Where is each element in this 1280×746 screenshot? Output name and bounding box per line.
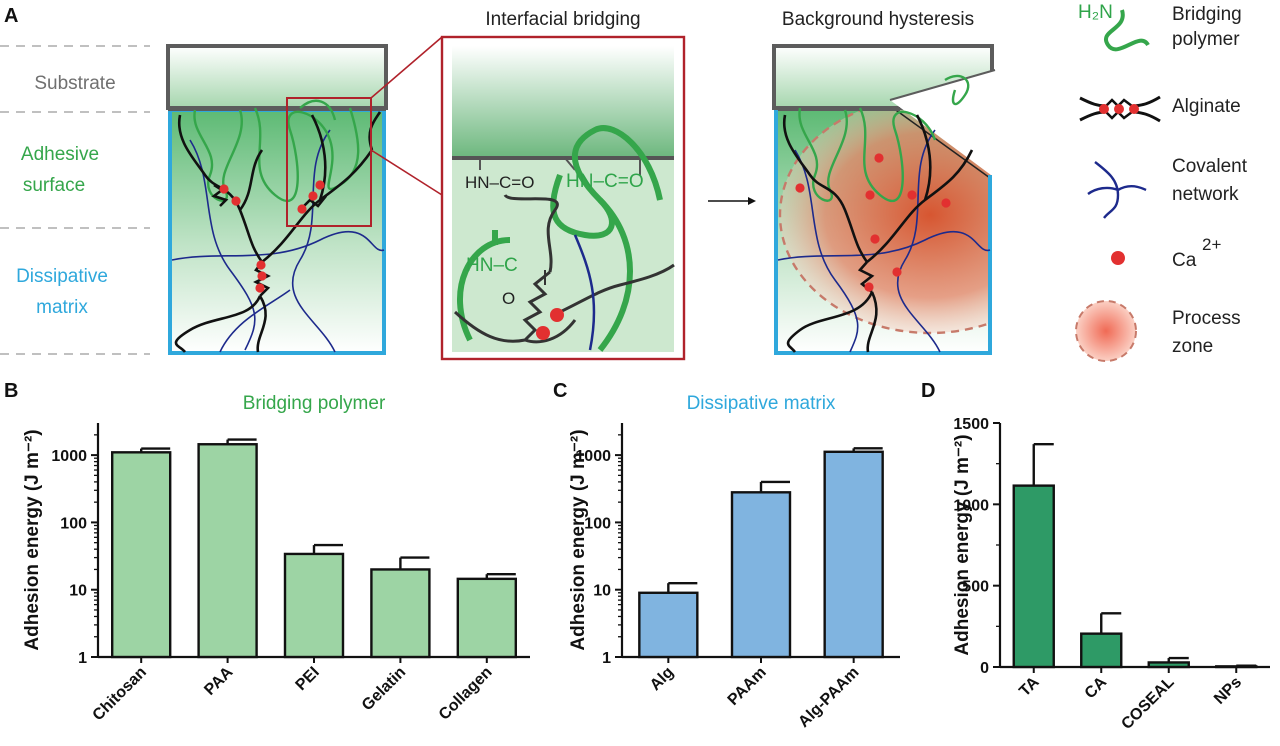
arrow-to-hysteresis bbox=[708, 197, 756, 205]
y-tick-label: 1 bbox=[602, 650, 611, 667]
bar bbox=[1147, 661, 1190, 669]
bar bbox=[1215, 665, 1258, 669]
bar bbox=[823, 450, 884, 659]
bar bbox=[1012, 484, 1055, 669]
chart-title: Dissipative matrix bbox=[687, 393, 836, 414]
y-tick-label: 1000 bbox=[575, 448, 611, 465]
layer-separators bbox=[0, 45, 150, 355]
schematic-right bbox=[772, 44, 996, 355]
category-label: COSEAL bbox=[1118, 674, 1177, 733]
y-tick-label: 0 bbox=[980, 660, 989, 677]
chart-title: Bridging polymer bbox=[243, 393, 386, 414]
y-tick-label: 100 bbox=[584, 515, 611, 532]
legend-covalent-1: Covalent bbox=[1172, 156, 1248, 177]
schematic-left bbox=[166, 36, 443, 355]
title-background-hysteresis: Background hysteresis bbox=[782, 9, 974, 30]
legend-covalent-2: network bbox=[1172, 184, 1239, 205]
y-axis-label: Adhesion energy (J m⁻²) bbox=[568, 429, 589, 650]
layer-dissipative-label-1: Dissipative bbox=[16, 266, 108, 287]
ca-ions-left bbox=[219, 180, 325, 293]
legend-ca: Ca bbox=[1172, 250, 1197, 271]
y-tick-label: 1000 bbox=[51, 448, 87, 465]
bar bbox=[456, 577, 517, 659]
panel-d-label: D bbox=[921, 380, 935, 402]
title-interfacial-bridging: Interfacial bridging bbox=[485, 9, 640, 30]
category-label: Chitosan bbox=[90, 664, 150, 724]
process-zone bbox=[780, 110, 992, 333]
panel-a-label: A bbox=[4, 5, 18, 27]
legend-bridging-1: Bridging bbox=[1172, 4, 1242, 25]
legend-a: H₂N Bridging polymer Alginate Covalent n… bbox=[1075, 2, 1248, 362]
category-label: PEI bbox=[293, 664, 323, 694]
ca-ion-icon bbox=[1111, 251, 1125, 265]
category-label: TA bbox=[1016, 673, 1043, 700]
y-tick-label: 10 bbox=[593, 583, 611, 600]
zoom-box bbox=[286, 97, 372, 227]
category-label: Collagen bbox=[436, 664, 496, 724]
panel-a: A Substrate Adhesive surface Dissipative… bbox=[0, 2, 1248, 362]
layer-adhesive-label-2: surface bbox=[23, 175, 85, 196]
alginate-icon bbox=[1079, 95, 1161, 123]
legend-bridging-2: polymer bbox=[1172, 29, 1240, 50]
y-tick-label: 1500 bbox=[953, 416, 989, 433]
legend-ca-sup: 2+ bbox=[1202, 235, 1221, 254]
bar bbox=[638, 591, 699, 659]
bridging-polymer-icon bbox=[1104, 9, 1150, 52]
y-tick-label: 100 bbox=[60, 515, 87, 532]
category-label: Alg bbox=[647, 664, 677, 694]
legend-process-1: Process bbox=[1172, 308, 1241, 329]
panel-c-label: C bbox=[553, 380, 567, 402]
layer-substrate-label: Substrate bbox=[34, 73, 115, 94]
legend-alginate: Alginate bbox=[1172, 96, 1241, 117]
bar bbox=[370, 568, 431, 659]
y-tick-label: 1 bbox=[78, 650, 87, 667]
covalent-network-icon bbox=[1087, 161, 1147, 219]
chem-hnco-1: HN–C=O bbox=[465, 173, 534, 192]
process-zone-icon bbox=[1075, 300, 1137, 362]
category-label: NPs bbox=[1211, 674, 1245, 708]
legend-process-2: zone bbox=[1172, 336, 1213, 357]
layer-adhesive-label-1: Adhesive bbox=[21, 144, 99, 165]
ca-ions-right bbox=[795, 153, 951, 292]
category-label: PAAm bbox=[725, 664, 770, 709]
bar bbox=[730, 491, 792, 659]
panel-b-label: B bbox=[4, 380, 18, 402]
y-axis-label: Adhesion energy (J m⁻²) bbox=[952, 434, 973, 655]
category-label: Alg-PAAm bbox=[795, 664, 862, 731]
inset-alginate-chains bbox=[453, 193, 675, 344]
chem-o-3: O bbox=[502, 289, 515, 308]
y-axis-label: Adhesion energy (J m⁻²) bbox=[22, 429, 43, 650]
bar bbox=[283, 552, 345, 659]
crack-wedge bbox=[890, 70, 995, 178]
category-label: PAA bbox=[201, 663, 236, 698]
legend-h2n-label: H₂N bbox=[1078, 2, 1113, 23]
y-tick-label: 500 bbox=[962, 579, 989, 596]
chem-hnco-2: HN–C=O bbox=[566, 171, 644, 192]
chem-hn-3: HN–C bbox=[466, 255, 518, 276]
inset-bridging: HN–C=O HN–C=O HN–C O bbox=[440, 35, 686, 361]
bar bbox=[1080, 632, 1123, 669]
y-tick-label: 10 bbox=[69, 583, 87, 600]
category-label: Gelatin bbox=[359, 664, 409, 714]
layer-dissipative-label-2: matrix bbox=[36, 297, 88, 318]
bar bbox=[197, 443, 258, 659]
chart-bridging-polymer: Bridging polymer 1 10 100 1000 Adhesion energ… bbox=[22, 393, 530, 724]
bar bbox=[110, 451, 172, 659]
category-label: CA bbox=[1082, 673, 1111, 702]
inset-ca-ions bbox=[536, 308, 564, 340]
y-tick-label: 1000 bbox=[953, 497, 989, 514]
